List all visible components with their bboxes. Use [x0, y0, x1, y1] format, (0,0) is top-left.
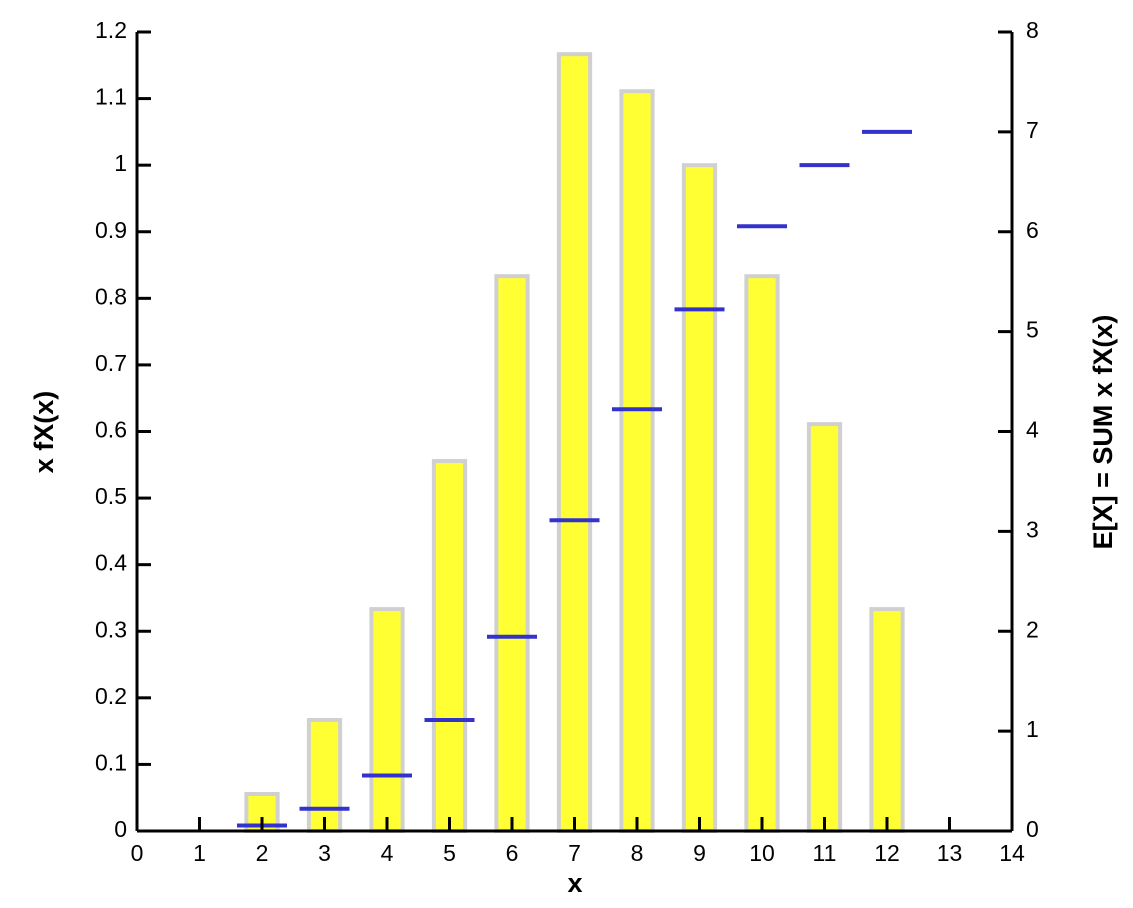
y-tick-label: 1.2	[95, 17, 127, 43]
y2-tick-label: 8	[1026, 17, 1039, 43]
bar	[619, 89, 655, 834]
bar	[431, 459, 468, 833]
x-tick-label: 13	[937, 840, 963, 866]
bar	[681, 163, 718, 833]
y-tick-label: 0.5	[95, 483, 127, 509]
bar	[806, 422, 843, 833]
y2-tick-label: 7	[1026, 117, 1039, 143]
x-tick-label: 14	[999, 840, 1025, 866]
x-tick-label: 4	[381, 840, 394, 866]
y-tick-label: 0.7	[95, 350, 127, 376]
x-tick-label: 11	[813, 840, 837, 866]
bar	[556, 52, 593, 834]
y2-tick-label: 6	[1026, 217, 1039, 243]
bar	[869, 607, 905, 834]
y-tick-label: 0.8	[95, 283, 127, 309]
x-tick-label: 1	[193, 840, 206, 866]
y-tick-label: 0.9	[95, 217, 127, 243]
y-tick-label: 0.1	[95, 749, 127, 775]
y2-tick-label: 5	[1026, 317, 1039, 343]
y-tick-label: 1	[114, 150, 127, 176]
bar	[369, 607, 405, 834]
x-tick-label: 3	[318, 840, 331, 866]
y-tick-label: 0.6	[95, 417, 127, 443]
bar	[744, 274, 780, 833]
x-tick-label: 2	[256, 840, 269, 866]
y-tick-label: 1.1	[95, 84, 127, 110]
x-tick-label: 8	[631, 840, 644, 866]
x-tick-label: 9	[693, 840, 706, 866]
y2-tick-label: 4	[1026, 417, 1039, 443]
x-tick-label: 5	[443, 840, 456, 866]
x-tick-label: 12	[874, 840, 900, 866]
y-tick-label: 0.2	[95, 683, 127, 709]
y2-axis-title: E[X] = SUM x fX(x)	[1088, 315, 1118, 550]
x-tick-label: 7	[568, 840, 581, 866]
x-tick-label: 10	[749, 840, 775, 866]
y2-tick-label: 1	[1026, 716, 1039, 742]
x-tick-label: 0	[131, 840, 144, 866]
y-axis-title: x fX(x)	[29, 391, 59, 474]
y2-tick-label: 0	[1026, 816, 1039, 842]
y2-tick-label: 2	[1026, 616, 1039, 642]
y-tick-label: 0.3	[95, 616, 127, 642]
x-axis-title: x	[567, 868, 582, 898]
y-tick-label: 0	[114, 816, 127, 842]
x-tick-label: 6	[506, 840, 519, 866]
y2-tick-label: 3	[1026, 516, 1039, 542]
bar	[306, 718, 343, 833]
bar	[494, 274, 530, 833]
y-tick-label: 0.4	[95, 550, 127, 576]
